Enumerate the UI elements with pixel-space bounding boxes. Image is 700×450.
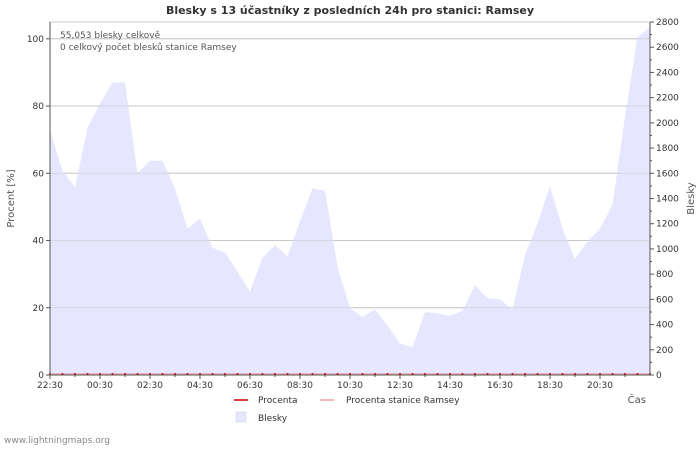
y-left-tick-label: 40 [33,237,45,247]
y-left-tick-label: 80 [33,102,45,112]
x-tick-label: 20:30 [587,381,613,391]
legend-blesky-swatch [235,411,247,423]
legend-blesky-label: Blesky [258,414,288,424]
x-tick-label: 14:30 [437,381,463,391]
x-tick-label: 02:30 [137,381,163,391]
x-tick-label: 00:30 [87,381,113,391]
footer-credit: www.lightningmaps.org [4,436,110,446]
y-right-tick-label: 1800 [656,144,679,154]
y-right-tick-label: 1600 [656,169,679,179]
y-right-tick-label: 2400 [656,68,679,78]
y-right-tick-label: 1000 [656,245,679,255]
y-right-tick-label: 0 [656,371,662,381]
y-left-tick-label: 100 [27,35,44,45]
annotation-text: 0 celkový počet blesků stanice Ramsey [60,42,237,53]
y-right-tick-label: 1400 [656,195,679,205]
x-tick-label: 22:30 [37,381,63,391]
y-right-tick-label: 2600 [656,43,679,53]
y-right-axis-label: Blesky [686,182,697,214]
y-right-tick-label: 2800 [656,18,679,28]
y-right-tick-label: 1200 [656,220,679,230]
legend-procenta-stanice-label: Procenta stanice Ramsey [346,396,460,406]
x-tick-label: 06:30 [237,381,263,391]
series-blesky-area [50,27,650,375]
y-right-tick-label: 800 [656,270,673,280]
y-left-tick-label: 60 [33,169,45,179]
y-right-tick-label: 600 [656,295,673,305]
y-left-tick-label: 20 [33,304,45,314]
y-left-tick-label: 0 [38,371,44,381]
x-tick-label: 04:30 [187,381,213,391]
y-right-tick-label: 2200 [656,94,679,104]
x-tick-label: 18:30 [537,381,563,391]
y-right-tick-label: 200 [656,346,673,356]
y-right-tick-label: 2000 [656,119,679,129]
x-tick-label: 16:30 [487,381,513,391]
chart-title: Blesky s 13 účastníky z posledních 24h p… [166,4,534,17]
y-left-axis-label: Procent [%] [6,169,17,227]
x-tick-label: 08:30 [287,381,313,391]
x-axis-label: Čas [628,393,646,406]
y-right-tick-label: 400 [656,321,673,331]
x-tick-label: 10:30 [337,381,363,391]
annotation-text: 55,053 blesky celkově [60,31,161,41]
x-tick-label: 12:30 [387,381,413,391]
legend-procenta-label: Procenta [258,396,298,406]
